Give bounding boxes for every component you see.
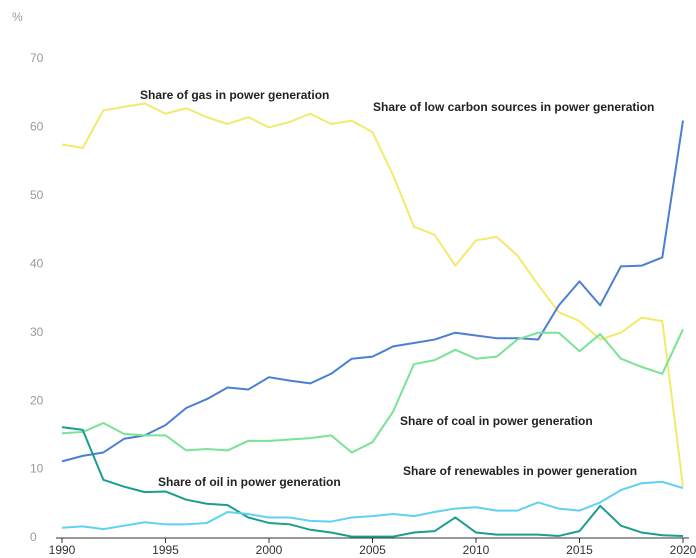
- y-tick-label: 60: [30, 120, 44, 134]
- series-label: Share of low carbon sources in power gen…: [373, 100, 654, 114]
- series-line: [61, 328, 684, 454]
- series-label: Share of coal in power generation: [400, 414, 593, 428]
- y-tick-label: 20: [30, 393, 44, 407]
- series-label: Share of gas in power generation: [140, 88, 329, 102]
- series-label: Share of renewables in power generation: [403, 464, 637, 478]
- x-tick-label: 1990: [49, 543, 76, 557]
- y-tick-label: 10: [30, 462, 44, 476]
- y-axis-label: %: [12, 10, 23, 24]
- series-line: [61, 120, 684, 463]
- series-line: [61, 426, 684, 538]
- series-label: Share of oil in power generation: [158, 475, 341, 489]
- x-tick-label: 2015: [566, 543, 593, 557]
- x-tick-label: 2010: [463, 543, 490, 557]
- y-tick-label: 30: [30, 325, 44, 339]
- y-tick-label: 70: [30, 51, 44, 65]
- y-tick-label: 0: [30, 530, 37, 544]
- x-tick-label: 2005: [359, 543, 386, 557]
- x-tick-label: 1995: [152, 543, 179, 557]
- series-line: [61, 480, 684, 531]
- x-tick-label: 2020: [670, 543, 696, 557]
- y-tick-label: 50: [30, 188, 44, 202]
- x-tick-label: 2000: [256, 543, 283, 557]
- y-tick-label: 40: [30, 256, 44, 270]
- series-line: [61, 102, 684, 487]
